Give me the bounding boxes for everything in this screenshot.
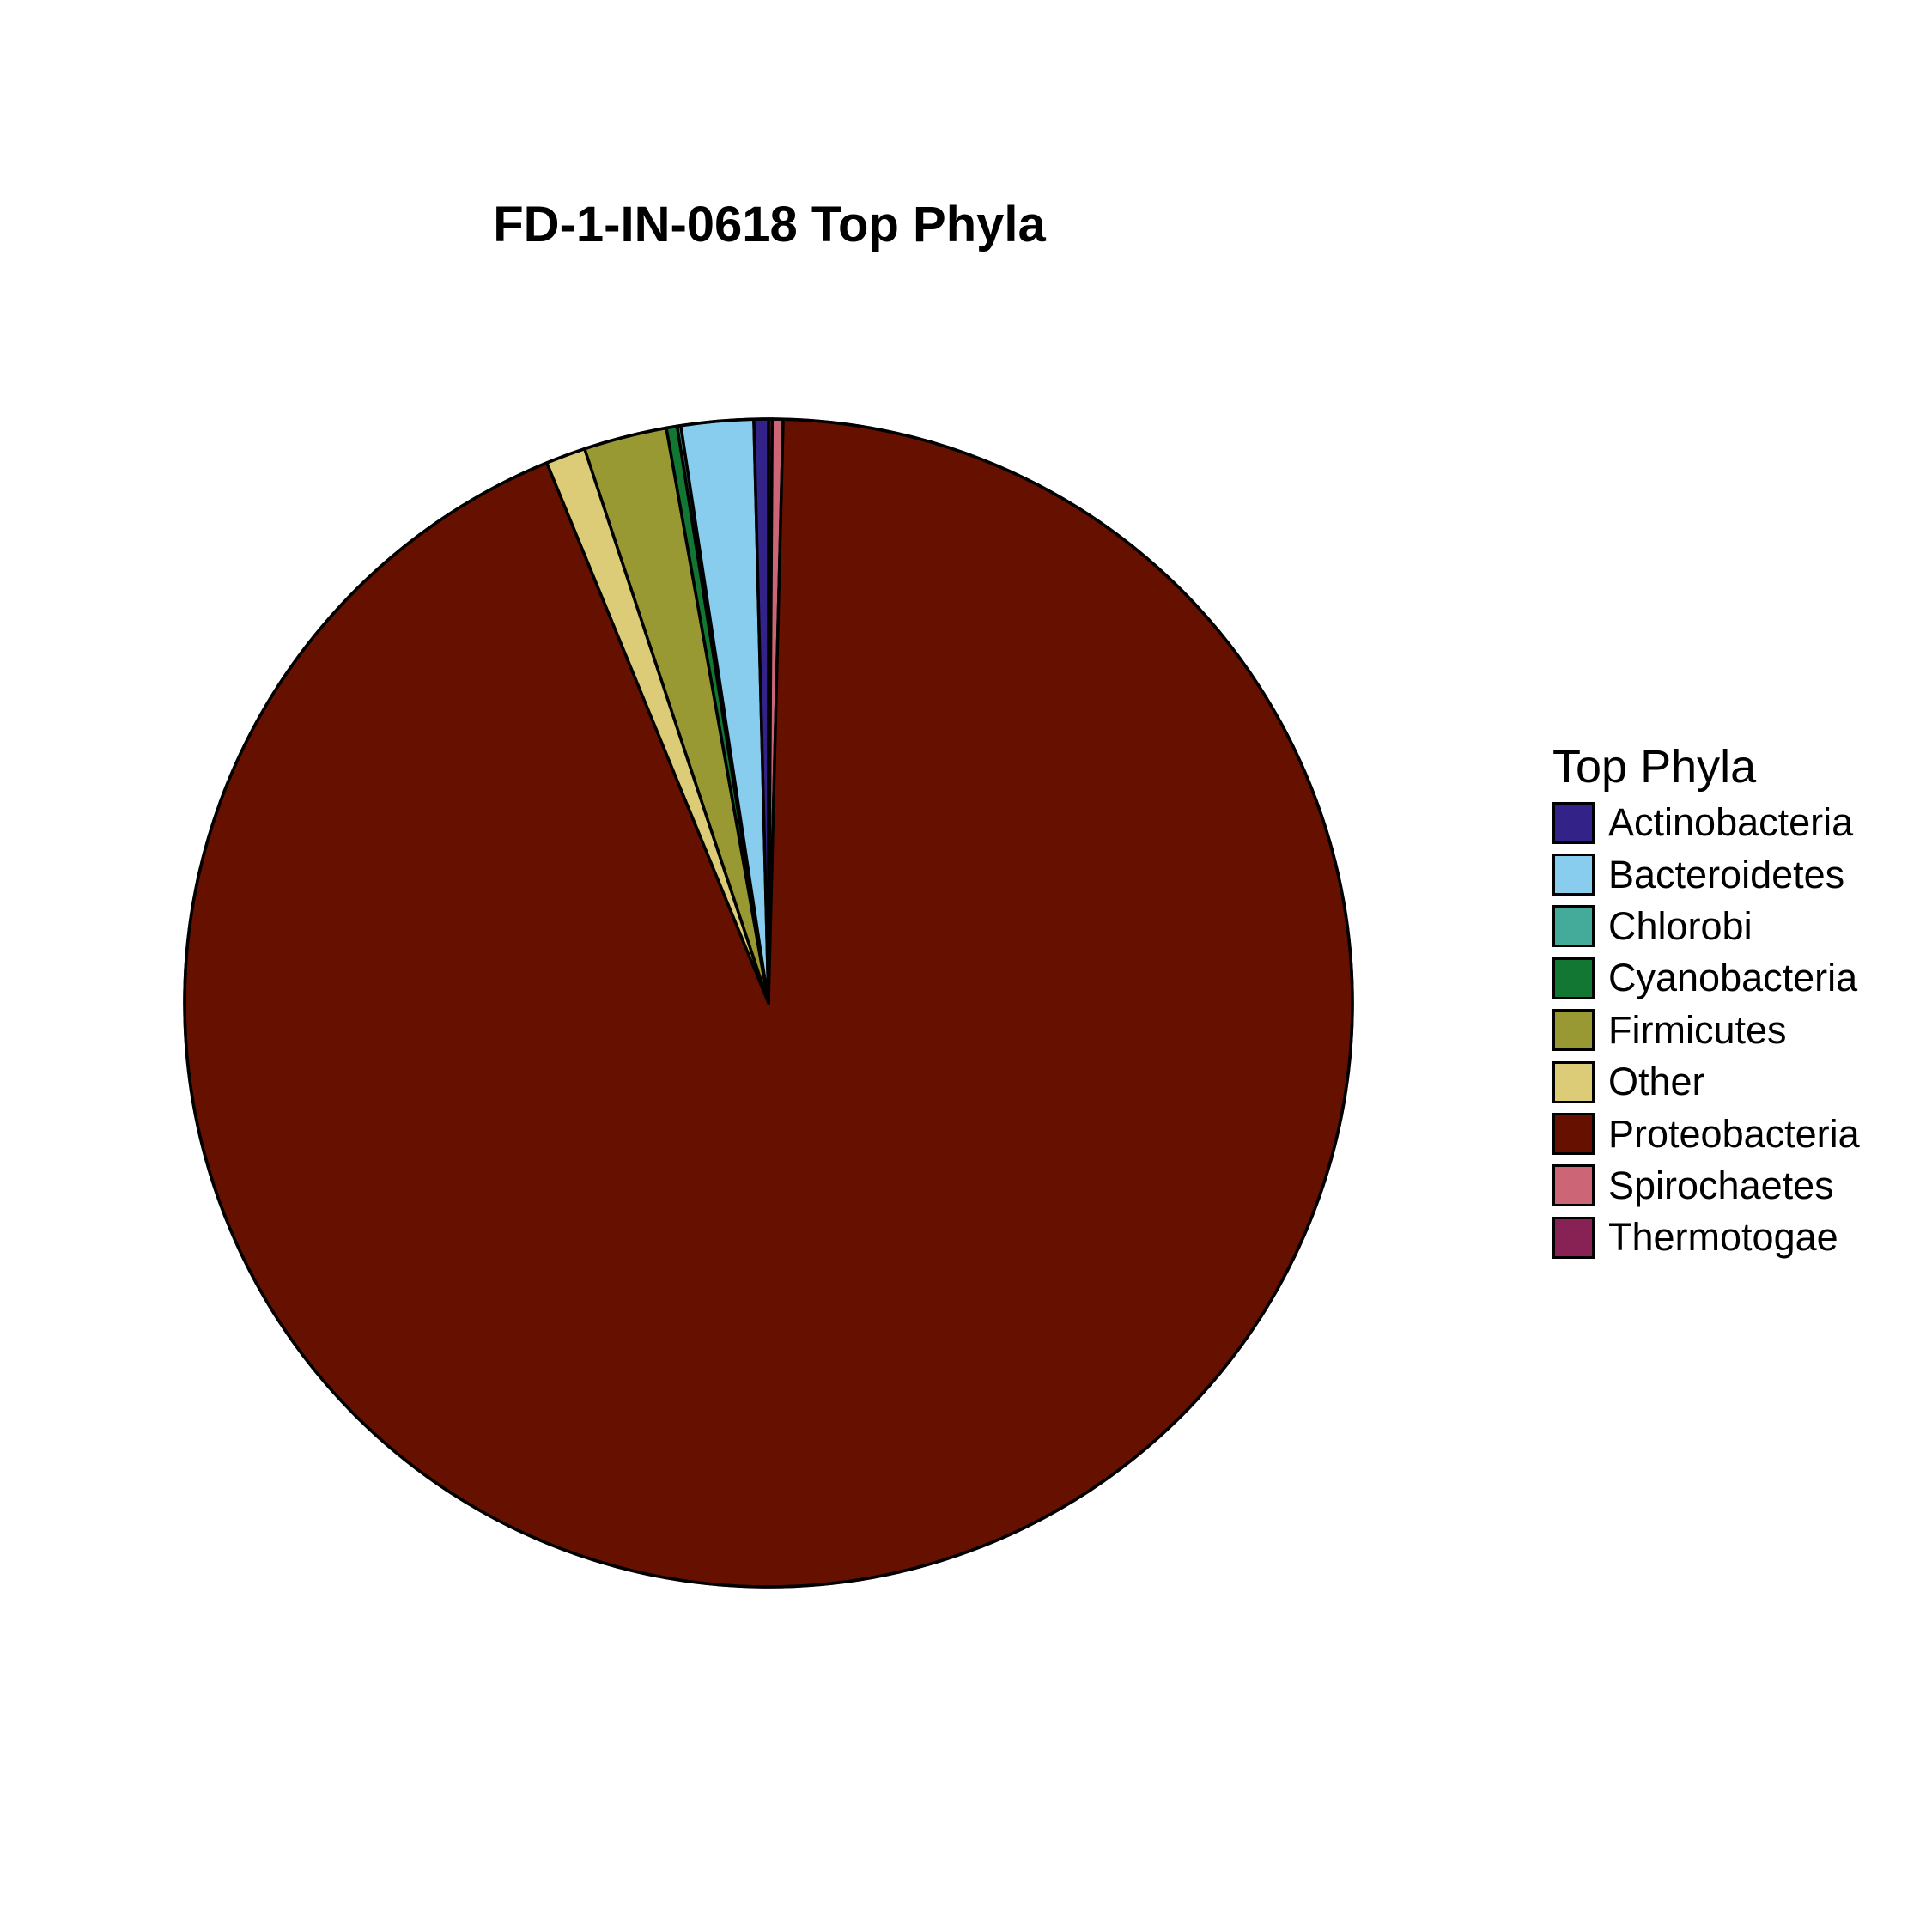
legend-swatch: [1552, 905, 1595, 948]
pie-outline: [183, 417, 1354, 1589]
legend-swatch: [1552, 1113, 1595, 1156]
legend-item-actinobacteria: Actinobacteria: [1552, 797, 1860, 848]
legend-label: Chlorobi: [1608, 903, 1753, 948]
legend-item-spirochaetes: Spirochaetes: [1552, 1160, 1860, 1212]
legend-item-proteobacteria: Proteobacteria: [1552, 1108, 1860, 1159]
legend-label: Proteobacteria: [1608, 1111, 1860, 1156]
legend-label: Firmicutes: [1608, 1007, 1787, 1052]
legend-swatch: [1552, 1060, 1595, 1103]
legend-label: Other: [1608, 1060, 1705, 1104]
legend-item-other: Other: [1552, 1056, 1860, 1108]
legend-swatch: [1552, 854, 1595, 896]
legend-swatch: [1552, 957, 1595, 999]
legend-item-bacteroidetes: Bacteroidetes: [1552, 848, 1860, 900]
legend-item-thermotogae: Thermotogae: [1552, 1212, 1860, 1263]
legend-items: Actinobacteria Bacteroidetes Chlorobi Cyano…: [1552, 797, 1860, 1264]
legend-label: Thermotogae: [1608, 1215, 1838, 1260]
legend-swatch: [1552, 1009, 1595, 1052]
legend-item-chlorobi: Chlorobi: [1552, 901, 1860, 952]
legend-swatch: [1552, 801, 1595, 844]
legend: Top Phyla Actinobacteria Bacteroidetes Chl…: [1552, 737, 1860, 1264]
chart-title: FD-1-IN-0618 Top Phyla: [493, 197, 1046, 252]
pie-slices: [183, 417, 1354, 1589]
legend-label: Cyanobacteria: [1608, 956, 1858, 1000]
legend-swatch: [1552, 1164, 1595, 1207]
legend-label: Actinobacteria: [1608, 800, 1854, 845]
legend-title: Top Phyla: [1552, 741, 1757, 793]
legend-item-firmicutes: Firmicutes: [1552, 1005, 1860, 1056]
legend-label: Spirochaetes: [1608, 1163, 1834, 1207]
legend-label: Bacteroidetes: [1608, 852, 1845, 896]
legend-swatch: [1552, 1216, 1595, 1259]
legend-item-cyanobacteria: Cyanobacteria: [1552, 952, 1860, 1004]
